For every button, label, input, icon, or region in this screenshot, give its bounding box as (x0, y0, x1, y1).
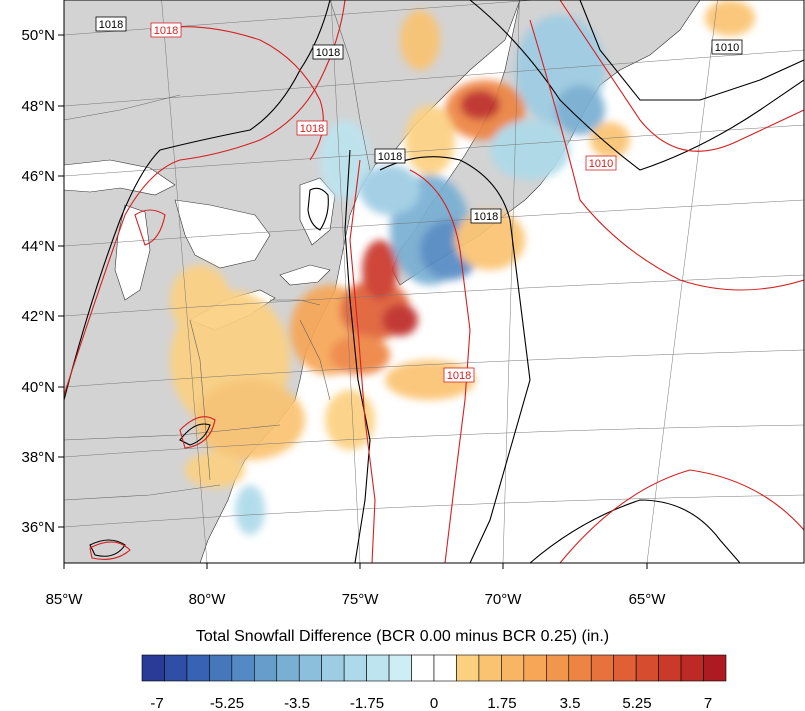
contour-label: 1018 (443, 367, 475, 383)
lon-label: 80°W (189, 591, 227, 608)
colorbar-swatch (276, 654, 300, 682)
colorbar-swatch (186, 654, 210, 682)
colorbar-swatch (523, 654, 547, 682)
lon-label: 65°W (629, 591, 667, 608)
colorbar-swatch (209, 654, 233, 682)
lat-label: 42°N (21, 308, 55, 325)
colorbar-tick-label: -1.75 (350, 695, 384, 711)
colorbar-swatch (590, 654, 614, 682)
lat-label: 48°N (21, 98, 55, 115)
colorbar-swatch (456, 654, 480, 682)
lake-huron (174, 199, 271, 269)
colorbar-swatch (613, 654, 637, 682)
colorbar-tick-label: 3.5 (560, 695, 581, 711)
svg-text:1018: 1018 (154, 25, 178, 37)
colorbar-swatch (703, 654, 727, 682)
colorbar-swatch (568, 654, 592, 682)
colorbar-tick-label: -7 (150, 695, 163, 711)
colorbar-swatch (433, 654, 457, 682)
svg-text:1018: 1018 (99, 19, 123, 31)
lake-michigan (114, 204, 151, 301)
lat-label: 38°N (21, 449, 55, 466)
contour-label: 1010 (585, 155, 617, 171)
pressure-contours-red (64, 0, 804, 563)
svg-text:1018: 1018 (378, 151, 402, 163)
svg-text:1010: 1010 (589, 158, 613, 170)
lon-label: 70°W (485, 591, 523, 608)
colorbar-swatch (343, 654, 367, 682)
lat-label: 40°N (21, 379, 55, 396)
contour-label: 1010 (711, 39, 743, 55)
contour-label: 1018 (470, 208, 502, 224)
contour-label: 1018 (312, 44, 344, 60)
colorbar-swatch (501, 654, 525, 682)
svg-text:1018: 1018 (316, 47, 340, 59)
lat-label: 44°N (21, 238, 55, 255)
colorbar-swatch (635, 654, 659, 682)
contour-label: 1018 (150, 22, 182, 38)
colorbar-swatch (164, 654, 188, 682)
lat-label: 46°N (21, 168, 55, 185)
colorbar-swatch (388, 654, 412, 682)
colorbar-swatch (658, 654, 682, 682)
colorbar-tick-label: 7 (704, 695, 712, 711)
lake-superior (64, 159, 176, 196)
colorbar-swatch (231, 654, 255, 682)
colorbar-tick-label: 0 (430, 695, 438, 711)
colorbar-swatch (141, 654, 165, 682)
svg-text:1018: 1018 (300, 123, 324, 135)
lat-label: 36°N (21, 519, 55, 536)
lon-label: 85°W (46, 591, 84, 608)
colorbar-swatch (680, 654, 704, 682)
colorbar-tick-label: 1.75 (487, 695, 516, 711)
longitude-axis: 85°W 80°W 75°W 70°W 65°W (46, 563, 667, 608)
colorbar-title: Total Snowfall Difference (BCR 0.00 minu… (195, 628, 610, 645)
colorbar-swatch (254, 654, 278, 682)
colorbar-swatch (366, 654, 390, 682)
contour-label: 1018 (296, 120, 328, 136)
lon-label: 75°W (342, 591, 380, 608)
colorbar-tick-label: -3.5 (284, 695, 310, 711)
svg-text:1018: 1018 (447, 370, 471, 382)
lake-ontario (279, 264, 331, 286)
latitude-axis: 50°N 48°N 46°N 44°N 42°N 40°N 38°N 36°N (21, 27, 64, 536)
svg-text:1018: 1018 (474, 211, 498, 223)
contour-label: 1018 (95, 16, 127, 32)
colorbar-tick-label: 5.25 (622, 695, 651, 711)
colorbar-swatch (298, 654, 322, 682)
colorbar-tick-label: -5.25 (210, 695, 244, 711)
map-frame (63, 0, 805, 564)
colorbar-swatch (478, 654, 502, 682)
colorbar-swatch (411, 654, 435, 682)
contour-label: 1018 (374, 148, 406, 164)
colorbar-swatch (546, 654, 570, 682)
svg-text:1010: 1010 (715, 42, 739, 54)
lat-label: 50°N (21, 27, 55, 44)
snowfall-field (170, 0, 755, 535)
colorbar: -7 -5.25 -3.5 -1.75 0 1.75 3.5 5.25 7 (141, 654, 727, 711)
colorbar-swatch (321, 654, 345, 682)
political-borders (64, 0, 371, 501)
